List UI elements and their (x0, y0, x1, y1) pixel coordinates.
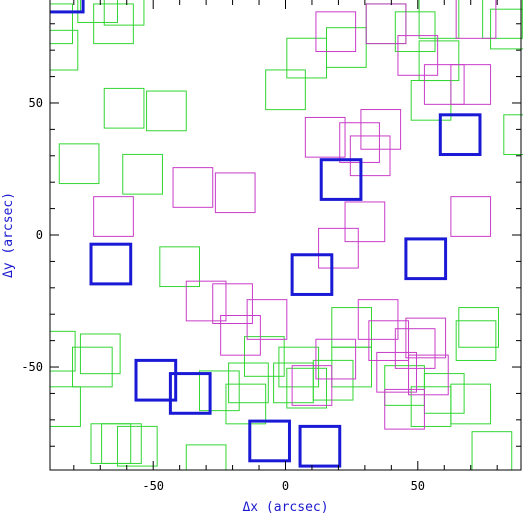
series-1-marker-16 (318, 227, 359, 269)
series-1-marker-23 (315, 11, 357, 53)
series-0-marker-2 (103, 0, 145, 26)
series-0-marker-42 (458, 307, 500, 348)
series-2-marker-4 (298, 424, 342, 468)
series-0-marker-44 (101, 423, 142, 464)
series-1-marker-18 (360, 109, 402, 150)
series-1-marker-5 (246, 299, 288, 340)
series-1-marker-19 (349, 135, 391, 177)
series-0-marker-1 (77, 0, 118, 23)
series-0-marker-24 (286, 367, 328, 409)
series-1-marker-6 (220, 314, 261, 356)
x-tick-label: 50 (411, 479, 425, 493)
series-0-marker-23 (312, 359, 354, 401)
series-0-marker-37 (384, 365, 425, 406)
series-2-marker-1 (134, 358, 178, 402)
series-2-marker-9 (50, 0, 85, 14)
series-0-marker-10 (159, 246, 201, 288)
series-2-marker-6 (319, 158, 363, 201)
series-1-marker-21 (304, 116, 346, 158)
series-2-marker-2 (168, 372, 212, 415)
series-0-marker-29 (418, 40, 460, 82)
series-1-marker-10 (368, 320, 410, 361)
series-0-marker-46 (243, 336, 285, 377)
series-0-marker-13 (79, 333, 121, 375)
series-2-marker-7 (404, 237, 448, 281)
series-0-marker-28 (365, 3, 407, 45)
series-1-marker-15 (408, 354, 449, 396)
series-1-marker-8 (315, 338, 357, 380)
series-0-marker-36 (326, 27, 367, 68)
series-1-marker-25 (455, 0, 497, 39)
series-0-marker-31 (490, 8, 523, 50)
series-0-marker-7 (146, 90, 187, 132)
series-0-marker-0 (50, 0, 81, 13)
y-tick-label: -50 (21, 360, 43, 374)
series-1-marker-24 (365, 3, 407, 45)
series-1-marker-1 (172, 167, 214, 208)
series-2-marker-0 (89, 242, 133, 286)
series-0-marker-33 (503, 114, 523, 156)
series-0-marker-40 (471, 431, 513, 470)
series-0-marker-27 (394, 11, 436, 53)
series-1-marker-2 (214, 172, 256, 214)
series-0-marker-16 (116, 425, 158, 467)
plot-frame (49, 0, 522, 471)
y-axis-label: Δy (arcsec) (1, 192, 16, 278)
series-1-marker-7 (291, 365, 333, 406)
series-0-marker-25 (331, 346, 372, 388)
series-0-marker-35 (286, 37, 328, 79)
series-1-marker-27 (423, 64, 465, 105)
series-1-marker-28 (450, 196, 492, 237)
series-0-marker-43 (455, 320, 497, 361)
series-2-marker-8 (438, 113, 482, 157)
series-1-marker-17 (344, 201, 386, 243)
series-0-marker-34 (265, 69, 306, 111)
series-1-marker-3 (185, 280, 227, 322)
series-0-marker-15 (90, 423, 132, 464)
series-1-marker-9 (357, 299, 399, 340)
series-0-marker-38 (423, 373, 465, 414)
series-0-marker-26 (418, 0, 460, 39)
plot-area (50, 0, 523, 470)
series-1-marker-0 (93, 196, 134, 237)
x-tick-label: -50 (142, 479, 164, 493)
axis-labels: -50 0 50 -50 0 50 Δx (arcsec) Δy (arcsec) (1, 96, 425, 515)
y-tick-label: 0 (36, 228, 43, 242)
series-1-marker-26 (450, 64, 492, 105)
series-0-marker-5 (50, 3, 73, 45)
series-0-marker-41 (450, 383, 492, 425)
series-0-marker-11 (50, 330, 76, 372)
series-0-marker-39 (410, 386, 452, 427)
series-1-marker-12 (376, 351, 417, 393)
y-tick-label: 50 (29, 96, 43, 110)
series-1-marker-13 (405, 317, 447, 359)
series-1-marker-14 (394, 328, 436, 369)
series-1-marker-11 (384, 388, 425, 430)
series-0-marker-19 (225, 383, 267, 425)
axes (49, 0, 522, 471)
series-0-marker-32 (482, 0, 523, 39)
series-0-marker-3 (93, 3, 134, 45)
series-0-marker-8 (58, 143, 100, 185)
series-0-marker-21 (273, 362, 314, 404)
series-0-marker-20 (278, 346, 320, 388)
series-0-marker-14 (50, 386, 81, 427)
series-0-marker-45 (228, 362, 269, 404)
series-0-marker-17 (185, 444, 227, 470)
series-0-marker-6 (103, 87, 145, 129)
series-2-marker-3 (248, 419, 291, 463)
series-0-marker-18 (199, 370, 240, 412)
series-0-marker-12 (71, 346, 113, 388)
x-tick-label: 0 (282, 479, 289, 493)
series-1-marker-4 (212, 283, 253, 324)
series-0-marker-4 (50, 29, 79, 71)
series-2-marker-5 (290, 253, 334, 296)
series-0-marker-9 (122, 153, 163, 195)
series-1-marker-22 (397, 35, 439, 76)
series-1-marker-20 (339, 122, 380, 163)
series-0-marker-22 (331, 307, 372, 348)
x-axis-label: Δx (arcsec) (242, 500, 328, 515)
